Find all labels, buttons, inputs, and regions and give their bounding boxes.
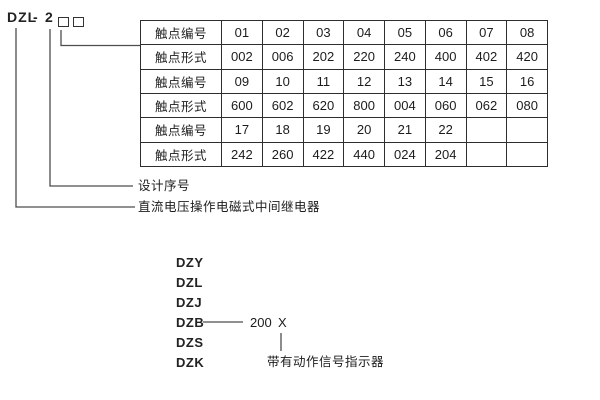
contact-id-cell: 01 bbox=[221, 19, 263, 46]
series-item-dzb: DZB bbox=[176, 315, 205, 330]
contact-id-cell: 14 bbox=[424, 68, 467, 94]
row-label-cell: 触点编号 bbox=[140, 68, 222, 94]
contact-form-cell: 060 bbox=[424, 92, 467, 119]
table-row: 触点形式 002 006 202 220 240 400 402 420 bbox=[140, 44, 548, 70]
series-item-dzs: DZS bbox=[176, 335, 204, 350]
row-label-cell: 触点编号 bbox=[140, 117, 222, 143]
series-item-dzk: DZK bbox=[176, 355, 205, 370]
contact-id-cell: 12 bbox=[343, 68, 385, 94]
callout-line-design-serial bbox=[49, 29, 133, 187]
contact-form-cell: 006 bbox=[261, 44, 304, 70]
series-item-dzl: DZL bbox=[176, 275, 203, 290]
contact-id-cell: 17 bbox=[221, 117, 263, 143]
contact-id-cell: 05 bbox=[384, 19, 426, 46]
table-row: 触点编号 01 02 03 04 05 06 07 08 bbox=[140, 19, 548, 46]
action-indicator-label: 带有动作信号指示器 bbox=[267, 355, 385, 369]
row-label-cell: 触点形式 bbox=[140, 44, 222, 70]
row-label-cell: 触点编号 bbox=[140, 19, 222, 46]
contact-id-cell: 10 bbox=[261, 68, 304, 94]
contact-id-cell: 09 bbox=[221, 68, 263, 94]
contact-id-cell: 04 bbox=[343, 19, 385, 46]
contact-form-cell: 600 bbox=[221, 92, 263, 119]
callout-line-contact-table bbox=[60, 30, 140, 47]
contact-form-cell: 440 bbox=[343, 141, 385, 168]
table-row: 触点编号 17 18 19 20 21 22 bbox=[140, 117, 548, 143]
table-row: 触点形式 242 260 422 440 024 204 bbox=[140, 141, 548, 168]
contact-id-cell: 03 bbox=[302, 19, 345, 46]
contact-form-cell: 024 bbox=[384, 141, 426, 168]
contact-form-cell: 620 bbox=[302, 92, 345, 119]
contact-form-cell: 202 bbox=[302, 44, 345, 70]
model-dash: - bbox=[33, 9, 39, 25]
contact-id-cell bbox=[506, 117, 548, 143]
contact-form-cell: 002 bbox=[221, 44, 263, 70]
contact-form-cell: 400 bbox=[424, 44, 467, 70]
contact-id-cell: 13 bbox=[384, 68, 426, 94]
contact-id-cell: 11 bbox=[302, 68, 345, 94]
table-row: 触点编号 09 10 11 12 13 14 15 16 bbox=[140, 68, 548, 94]
contact-id-cell: 20 bbox=[343, 117, 385, 143]
model-design-number: 2 bbox=[45, 9, 54, 25]
placeholder-box-1 bbox=[58, 17, 69, 27]
contact-id-cell bbox=[465, 117, 508, 143]
contact-form-cell: 422 bbox=[302, 141, 345, 168]
contact-id-cell: 07 bbox=[465, 19, 508, 46]
contact-id-cell: 06 bbox=[424, 19, 467, 46]
dzb-suffix-number: 200 bbox=[250, 315, 272, 330]
contact-form-cell bbox=[506, 141, 548, 168]
contact-form-cell: 420 bbox=[506, 44, 548, 70]
contact-id-cell: 18 bbox=[261, 117, 304, 143]
placeholder-box-2 bbox=[73, 17, 84, 27]
dzb-suffix-variant: X bbox=[278, 315, 287, 330]
contact-id-cell: 02 bbox=[261, 19, 304, 46]
contact-form-cell: 402 bbox=[465, 44, 508, 70]
contact-id-cell: 21 bbox=[384, 117, 426, 143]
contact-id-cell: 16 bbox=[506, 68, 548, 94]
contact-form-cell: 240 bbox=[384, 44, 426, 70]
contact-id-cell: 15 bbox=[465, 68, 508, 94]
series-item-dzj: DZJ bbox=[176, 295, 203, 310]
contact-form-cell: 800 bbox=[343, 92, 385, 119]
contact-form-cell bbox=[465, 141, 508, 168]
contact-form-cell: 080 bbox=[506, 92, 548, 119]
row-label-cell: 触点形式 bbox=[140, 92, 222, 119]
callout-line-relay-type bbox=[15, 28, 135, 208]
contact-form-cell: 602 bbox=[261, 92, 304, 119]
contact-form-cell: 062 bbox=[465, 92, 508, 119]
contact-code-table: 触点编号 01 02 03 04 05 06 07 08 触点形式 002 006 202 220 240 4… bbox=[140, 19, 548, 168]
contact-form-cell: 242 bbox=[221, 141, 263, 168]
table-row: 触点形式 600 602 620 800 004 060 062 080 bbox=[140, 92, 548, 119]
row-label-cell: 触点形式 bbox=[140, 141, 222, 168]
contact-form-cell: 220 bbox=[343, 44, 385, 70]
series-item-dzy: DZY bbox=[176, 255, 204, 270]
design-serial-label: 设计序号 bbox=[138, 179, 191, 193]
contact-id-cell: 08 bbox=[506, 19, 548, 46]
contact-id-cell: 22 bbox=[424, 117, 467, 143]
contact-form-cell: 004 bbox=[384, 92, 426, 119]
contact-id-cell: 19 bbox=[302, 117, 345, 143]
contact-form-cell: 204 bbox=[424, 141, 467, 168]
relay-type-label: 直流电压操作电磁式中间继电器 bbox=[138, 200, 321, 214]
contact-form-cell: 260 bbox=[261, 141, 304, 168]
model-name: DZL bbox=[7, 9, 38, 25]
model-series-list: DZY DZL DZJ DZB DZS DZK bbox=[176, 253, 204, 373]
